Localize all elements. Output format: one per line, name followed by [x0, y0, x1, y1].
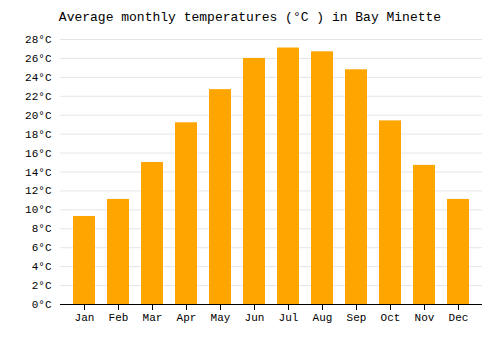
svg-text:Feb: Feb	[109, 312, 129, 324]
svg-text:Mar: Mar	[143, 312, 163, 324]
svg-text:20°C: 20°C	[25, 110, 52, 122]
svg-text:Aug: Aug	[313, 312, 333, 324]
svg-text:18°C: 18°C	[25, 129, 52, 141]
svg-text:26°C: 26°C	[25, 53, 52, 65]
svg-text:Apr: Apr	[177, 312, 197, 324]
svg-text:Jul: Jul	[279, 312, 299, 324]
svg-text:16°C: 16°C	[25, 148, 52, 160]
svg-text:May: May	[211, 312, 231, 324]
svg-text:Oct: Oct	[381, 312, 401, 324]
svg-text:22°C: 22°C	[25, 91, 52, 103]
svg-text:Jan: Jan	[75, 312, 95, 324]
svg-text:0°C: 0°C	[32, 299, 52, 311]
svg-text:Sep: Sep	[347, 312, 367, 324]
html-text:Average monthly temperatures (: Average monthly temperatures (°C ) in Ba…	[58, 10, 442, 25]
svg-text:2°C: 2°C	[32, 280, 52, 292]
svg-text:8°C: 8°C	[32, 223, 52, 235]
svg-text:10°C: 10°C	[25, 204, 52, 216]
svg-text:4°C: 4°C	[32, 261, 52, 273]
svg-text:14°C: 14°C	[25, 167, 52, 179]
svg-text:12°C: 12°C	[25, 185, 52, 197]
svg-text:24°C: 24°C	[25, 72, 52, 84]
svg-text:Dec: Dec	[449, 312, 469, 324]
svg-text:6°C: 6°C	[32, 242, 52, 254]
svg-text:Nov: Nov	[415, 312, 435, 324]
svg-text:Jun: Jun	[245, 312, 265, 324]
svg-text:28°C: 28°C	[25, 34, 52, 46]
